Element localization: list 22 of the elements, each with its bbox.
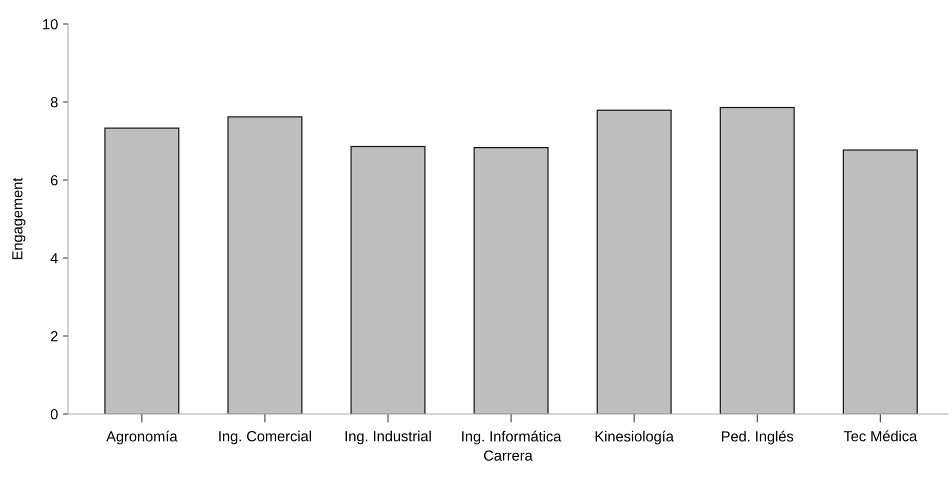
x-tick-label: Ing. Comercial <box>219 430 311 444</box>
bar <box>350 146 426 414</box>
y-tick-label: 4 <box>50 253 58 264</box>
x-tick-label: Kinesiología <box>596 430 674 444</box>
y-tick-label: 2 <box>50 331 58 342</box>
bar <box>842 149 918 414</box>
x-tick-label: Ped. Inglés <box>722 430 794 444</box>
bar <box>720 106 795 414</box>
bar <box>227 116 302 414</box>
x-tick-label: Ing. Industrial <box>346 430 431 444</box>
x-tick-label: Agronomía <box>106 430 178 444</box>
bar <box>104 128 180 414</box>
x-axis-title: Carrera <box>484 450 533 461</box>
x-tick-label: Tec Médica <box>844 430 918 442</box>
y-tick-label: 10 <box>43 19 58 30</box>
y-tick-label: 0 <box>50 409 58 420</box>
bar <box>474 147 549 414</box>
x-tick-label: Ing. Informática <box>462 430 562 444</box>
y-axis-title: Engagement <box>12 178 26 260</box>
y-tick-label: 6 <box>50 175 58 186</box>
y-tick-label: 8 <box>50 97 58 108</box>
bar <box>596 110 672 414</box>
